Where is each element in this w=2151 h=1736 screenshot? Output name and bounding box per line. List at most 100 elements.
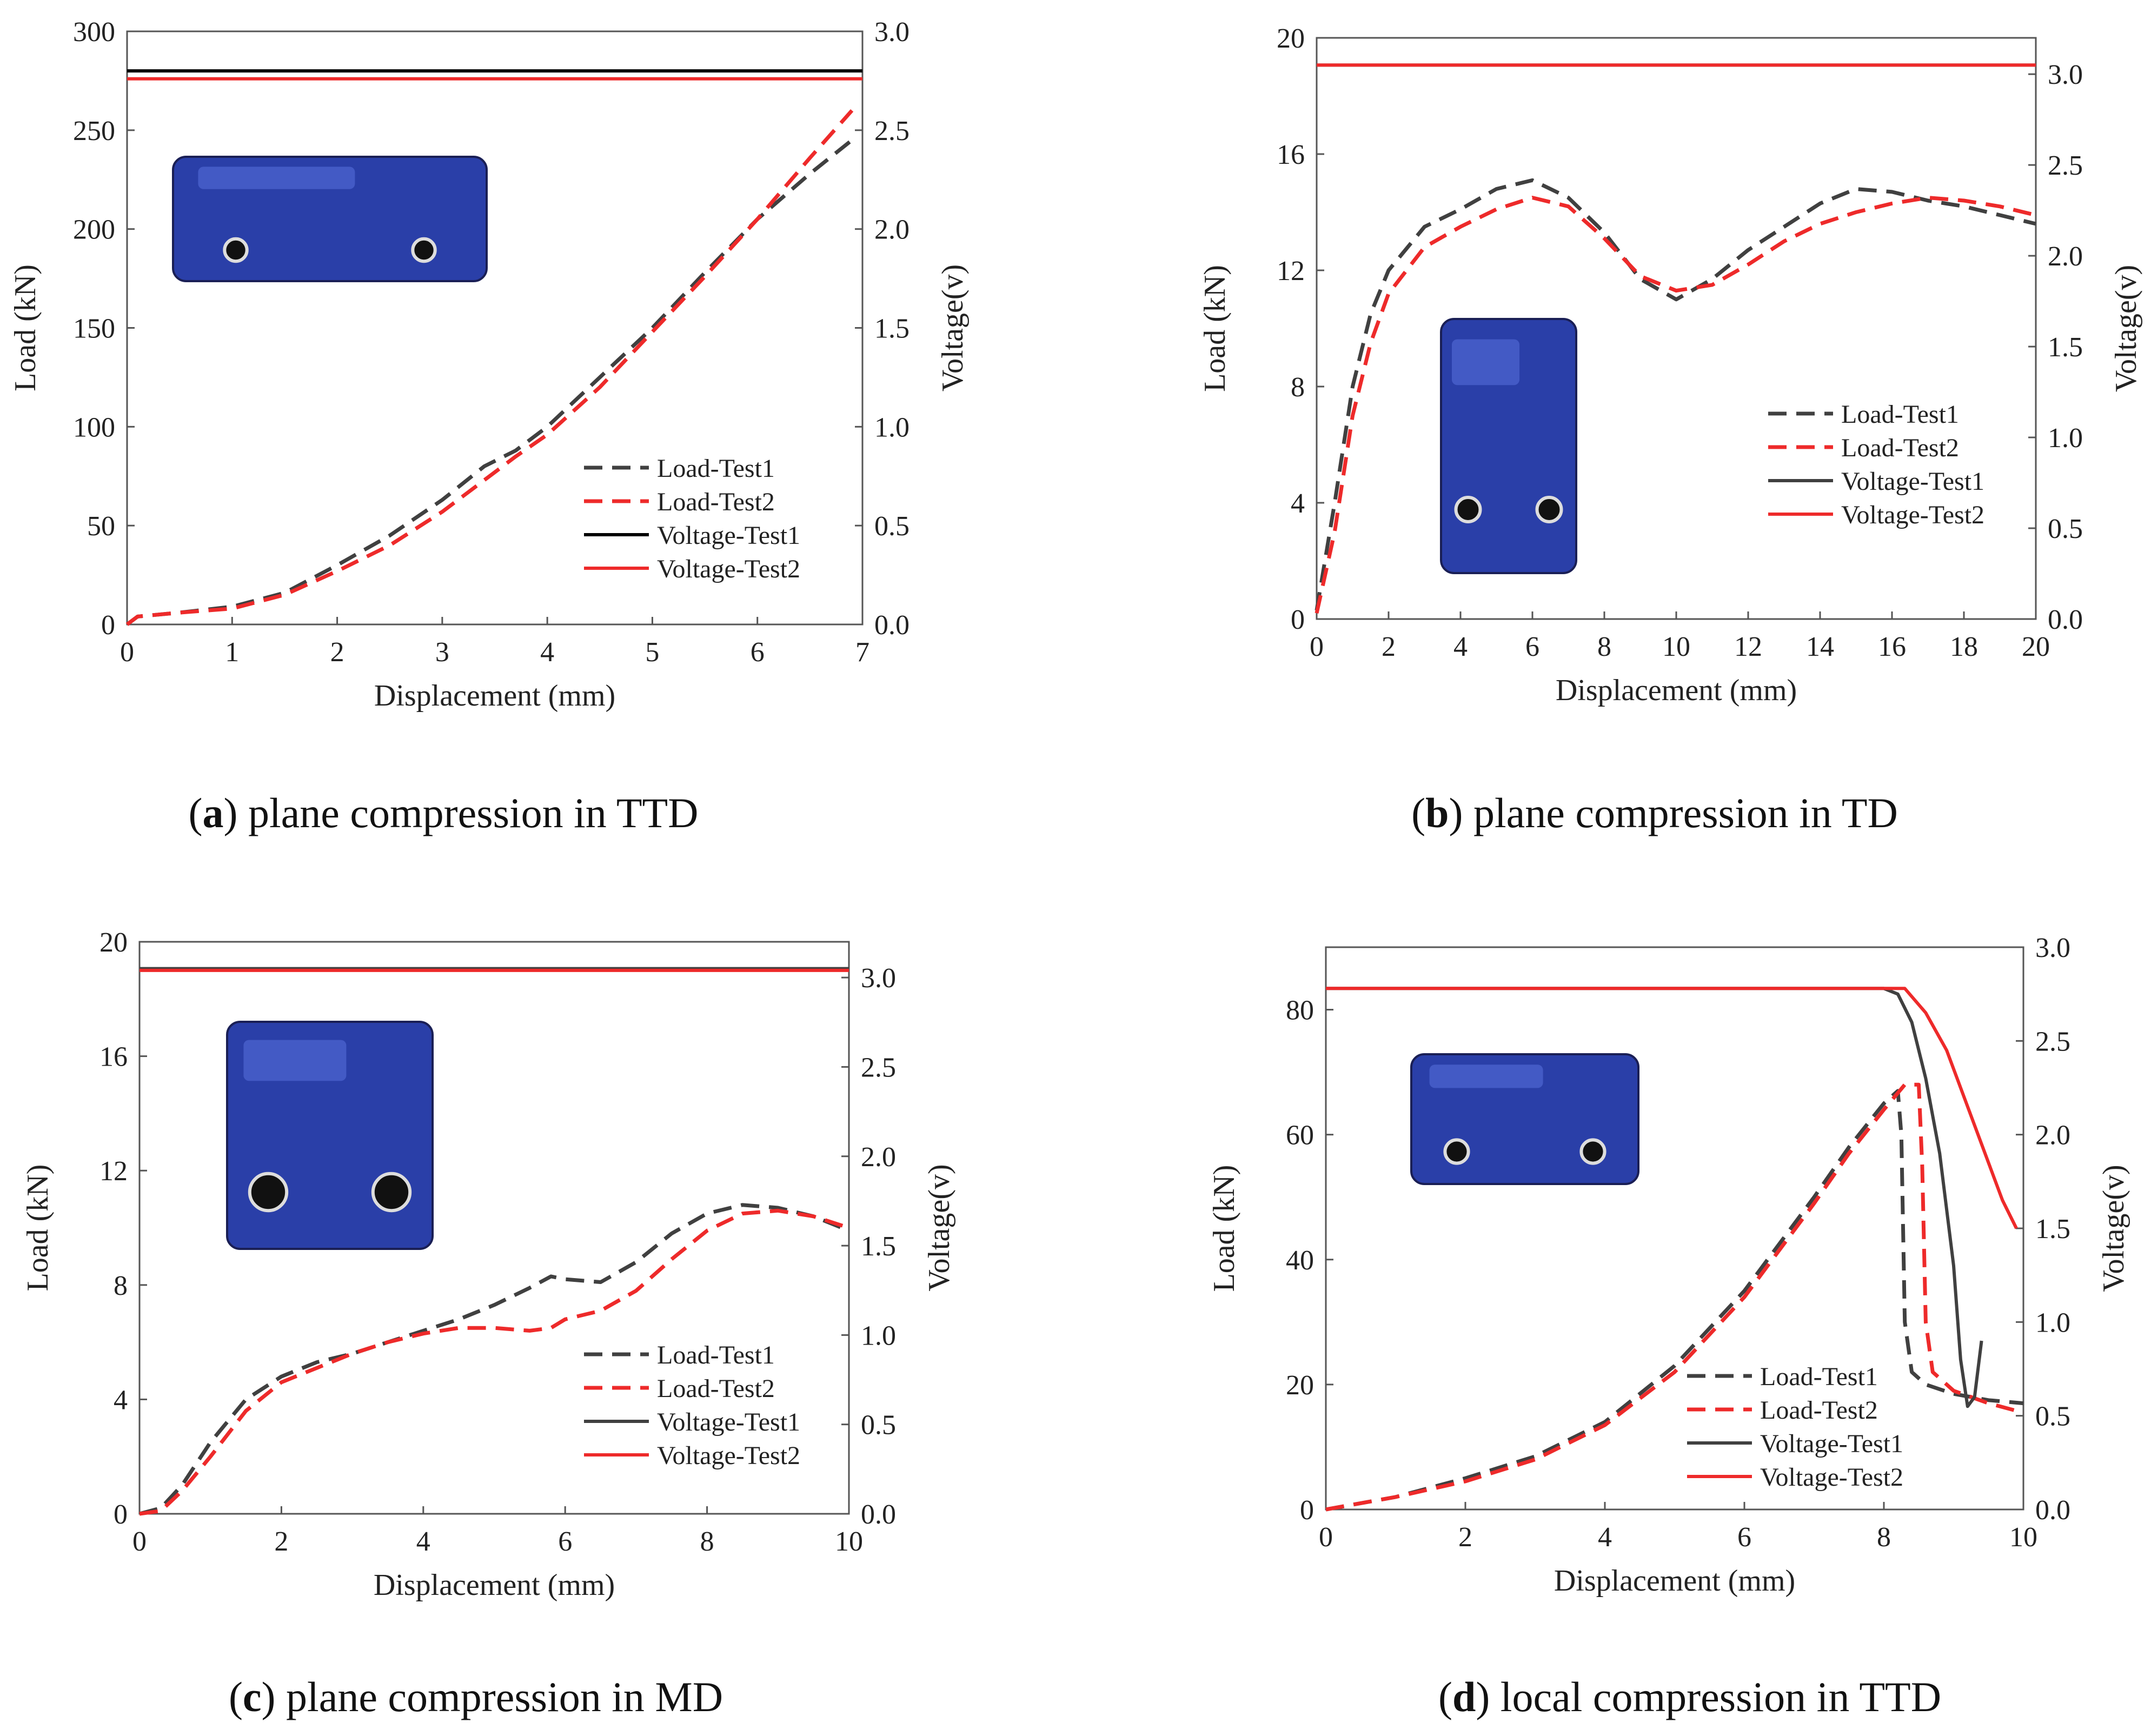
y-axis-label: Load (kN): [1198, 265, 1232, 392]
y-tick-label: 100: [73, 412, 115, 443]
x-tick-label: 5: [645, 637, 659, 668]
legend-label: Load-Test1: [1841, 400, 1959, 429]
cell-terminal: [1443, 1138, 1470, 1165]
legend-label: Voltage-Test2: [657, 555, 800, 583]
x-tick-label: 2: [1458, 1522, 1472, 1553]
legend-label: Load-Test1: [657, 1341, 775, 1369]
series-line-load-test1: [1325, 1089, 2024, 1512]
series-line-voltage-test1: [1326, 987, 1983, 1408]
y2-tick-label: 0.0: [2048, 604, 2083, 635]
panel-caption: (d) local compression in TTD: [1438, 1673, 1941, 1720]
legend-label: Voltage-Test2: [1841, 501, 1984, 529]
y2-tick-label: 2.0: [2048, 241, 2083, 272]
series-line-load-test2: [1314, 196, 2036, 614]
cell-highlight: [1452, 339, 1519, 385]
chart-panel-c: 0 2 4 6 8 10 0 4 8 12 16 20 0.0 0.5 1.0 1.5 2.0 2.5 3.0 Dis…: [21, 927, 956, 1720]
series-line-load-test1: [139, 1203, 850, 1516]
y2-axis-label: Voltage(v): [2097, 1165, 2130, 1292]
y2-tick-label: 1.5: [2048, 332, 2083, 363]
cell-terminal: [223, 237, 249, 263]
y-tick-label: 8: [114, 1271, 128, 1301]
y-tick-label: 200: [73, 215, 115, 245]
y-tick-label: 0: [114, 1499, 128, 1530]
y-tick-label: 0: [1300, 1495, 1314, 1526]
x-tick-label: 0: [120, 637, 134, 668]
caption-open-paren: (: [229, 1673, 243, 1720]
legend-label: Load-Test2: [1841, 434, 1959, 462]
x-tick-label: 2: [330, 637, 344, 668]
y-tick-label: 40: [1286, 1245, 1314, 1276]
y-tick-label: 16: [1277, 139, 1305, 170]
x-tick-label: 18: [1950, 631, 1978, 662]
legend-label: Voltage-Test1: [657, 1408, 800, 1436]
y2-tick-label: 1.0: [874, 412, 909, 443]
x-axis-label: Displacement (mm): [1554, 1564, 1795, 1598]
series-line-load-test2: [1325, 1082, 2024, 1512]
x-tick-label: 10: [2009, 1522, 2037, 1553]
y-axis-label: Load (kN): [21, 1165, 55, 1292]
y-tick-label: 80: [1286, 995, 1314, 1026]
y2-tick-label: 2.5: [861, 1052, 896, 1083]
y-tick-label: 150: [73, 314, 115, 344]
y-tick-label: 16: [99, 1042, 128, 1073]
cell-terminal: [371, 1172, 412, 1213]
battery-cell-icon: [1440, 318, 1577, 574]
x-tick-label: 8: [1597, 631, 1611, 662]
y2-tick-label: 3.0: [874, 17, 909, 48]
series-line-load-test2: [125, 109, 854, 626]
legend-label: Voltage-Test1: [1841, 467, 1984, 496]
chart-panel-d: 0 2 4 6 8 10 0 20 40 60 80 0.0 0.5 1.0 1.5 2.0 2.5 3.0 Dis…: [1207, 933, 2130, 1720]
y2-tick-label: 0.5: [2035, 1401, 2070, 1432]
y-tick-label: 4: [1291, 488, 1305, 519]
caption-letter: c: [243, 1673, 262, 1720]
x-axis-label: Displacement (mm): [374, 1568, 615, 1602]
caption-text: ) plane compression in TTD: [223, 789, 698, 836]
y-tick-label: 20: [1277, 23, 1305, 54]
caption-text: ) plane compression in MD: [262, 1673, 723, 1720]
y2-tick-label: 2.0: [861, 1142, 896, 1173]
y-tick-label: 8: [1291, 372, 1305, 403]
legend-label: Load-Test1: [1760, 1362, 1878, 1391]
plot-frame: [1325, 946, 2024, 1511]
x-tick-label: 20: [2022, 631, 2050, 662]
y-tick-label: 20: [1286, 1370, 1314, 1401]
y2-tick-label: 1.5: [874, 314, 909, 344]
y2-tick-label: 0.5: [874, 511, 909, 542]
y2-tick-label: 2.5: [2035, 1026, 2070, 1057]
y-tick-label: 0: [101, 610, 115, 641]
cell-terminal: [248, 1172, 289, 1213]
x-tick-label: 2: [274, 1526, 288, 1557]
series-line-voltage-test2: [1326, 987, 2018, 1229]
legend-label: Load-Test2: [657, 488, 775, 516]
y-tick-label: 60: [1286, 1120, 1314, 1151]
x-axis-label: Displacement (mm): [1556, 674, 1797, 707]
legend: Load-Test1 Load-Test2 Voltage-Test1 Voltage…: [584, 1341, 800, 1470]
caption-letter: d: [1452, 1673, 1476, 1720]
y2-tick-label: 2.5: [2048, 150, 2083, 181]
y2-tick-label: 2.5: [874, 116, 909, 147]
x-tick-label: 8: [1877, 1522, 1891, 1553]
y-axis-label: Load (kN): [9, 264, 42, 391]
x-tick-label: 7: [855, 637, 869, 668]
x-tick-label: 4: [416, 1526, 430, 1557]
x-tick-label: 3: [435, 637, 449, 668]
x-tick-label: 6: [751, 637, 765, 668]
x-tick-label: 1: [225, 637, 239, 668]
y-tick-label: 20: [99, 927, 128, 958]
caption-open-paren: (: [1438, 1673, 1452, 1720]
x-tick-label: 4: [540, 637, 554, 668]
caption-letter: b: [1425, 789, 1449, 836]
caption-text: ) plane compression in TD: [1449, 789, 1897, 836]
x-tick-label: 6: [1525, 631, 1539, 662]
cell-terminal: [411, 237, 437, 263]
y-tick-label: 250: [73, 116, 115, 147]
y2-tick-label: 0.5: [861, 1410, 896, 1441]
x-tick-label: 16: [1878, 631, 1906, 662]
y2-axis-label: Voltage(v): [2109, 265, 2143, 392]
x-tick-label: 4: [1453, 631, 1468, 662]
y-tick-label: 300: [73, 17, 115, 48]
panel-caption: (b) plane compression in TD: [1411, 789, 1898, 836]
x-tick-label: 8: [700, 1526, 714, 1557]
y2-tick-label: 2.0: [2035, 1120, 2070, 1151]
